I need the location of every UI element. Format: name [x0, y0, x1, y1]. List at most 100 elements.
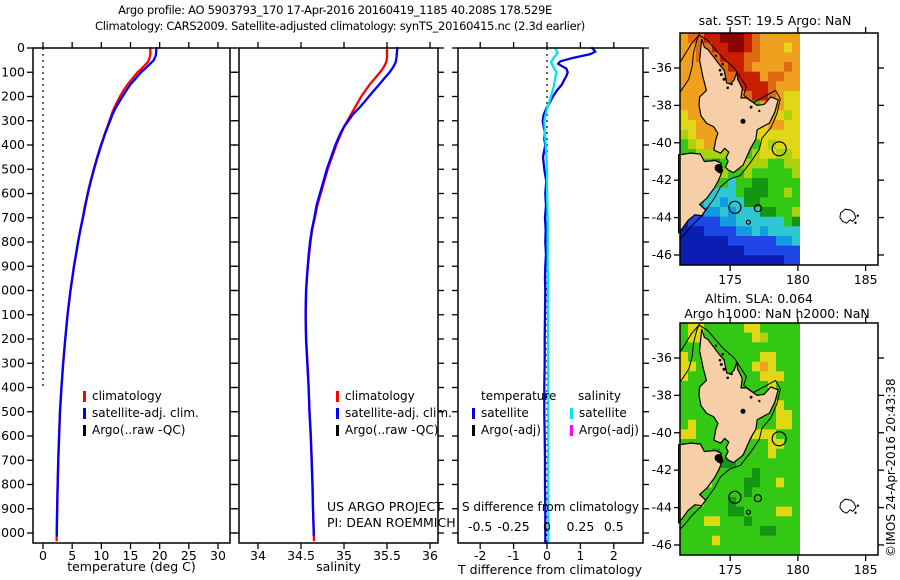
svg-text:36: 36 — [422, 548, 438, 563]
project-annotation-line1: US ARGO PROJECT — [327, 499, 443, 514]
svg-text:900: 900 — [1, 258, 25, 273]
svg-text:-36: -36 — [652, 60, 672, 75]
figure-title-line1: Argo profile: AO 5903793_170 17-Apr-2016… — [118, 3, 552, 17]
svg-text:1600: 1600 — [0, 428, 25, 443]
svg-text:0: 0 — [543, 519, 551, 534]
svg-text:35: 35 — [336, 548, 352, 563]
svg-text:-42: -42 — [652, 172, 672, 187]
difference-panel: -2 -1 0 1 2 -0.5 -0.25 0 0.25 0.5 — [452, 42, 649, 563]
svg-text:0.5: 0.5 — [604, 519, 624, 534]
svg-text:35.5: 35.5 — [373, 548, 401, 563]
salinity-panel: 34 34.5 35 35.5 36 — [233, 42, 444, 563]
svg-text:1900: 1900 — [0, 501, 25, 516]
project-annotation-line2: PI: DEAN ROEMMICH — [327, 515, 456, 530]
svg-text:1200: 1200 — [0, 331, 25, 346]
temperature-axis-label: temperature (deg C) — [67, 559, 196, 574]
t-argo-adj-swatch — [472, 424, 475, 436]
svg-text:1000: 1000 — [0, 283, 25, 298]
svg-text:100: 100 — [1, 64, 25, 79]
svg-text:20: 20 — [152, 548, 168, 563]
svg-text:500: 500 — [1, 161, 25, 176]
legend-label: Argo(-adj) — [481, 423, 541, 437]
svg-text:185: 185 — [854, 562, 878, 577]
satellite-adj-swatch — [83, 407, 86, 419]
svg-text:0: 0 — [17, 40, 25, 55]
satellite-adj-swatch — [336, 407, 339, 419]
legend-header-temperature: temperature — [481, 389, 557, 403]
legend-label: satellite-adj. clim. — [345, 406, 452, 420]
svg-text:175: 175 — [718, 272, 742, 287]
svg-text:2000: 2000 — [0, 525, 25, 540]
climatology-swatch — [83, 390, 86, 402]
t-difference-axis-label: T difference from climatology — [457, 562, 643, 577]
legend-row: Argo(..raw -QC) — [83, 423, 185, 437]
salinity-axis-label: salinity — [316, 559, 361, 574]
legend-label: satellite — [579, 406, 627, 420]
svg-text:180: 180 — [786, 272, 810, 287]
legend-row: Argo(-adj) — [570, 423, 639, 437]
legend-row: Argo(..raw -QC) — [336, 423, 438, 437]
svg-text:0: 0 — [39, 548, 47, 563]
svg-text:185: 185 — [854, 272, 878, 287]
legend-label: satellite-adj. clim. — [92, 406, 199, 420]
legend-row: satellite — [472, 406, 529, 420]
svg-text:600: 600 — [1, 186, 25, 201]
svg-text:-1: -1 — [507, 548, 519, 563]
svg-text:1800: 1800 — [0, 477, 25, 492]
svg-text:15: 15 — [123, 548, 139, 563]
legend-row: climatology — [336, 389, 415, 403]
legend-row: climatology — [83, 389, 162, 403]
svg-text:-46: -46 — [652, 537, 672, 552]
svg-text:1: 1 — [576, 548, 584, 563]
svg-text:0.25: 0.25 — [566, 519, 594, 534]
s-satellite-swatch — [570, 407, 573, 419]
legend-row: Argo(-adj) — [472, 423, 541, 437]
svg-text:800: 800 — [1, 234, 25, 249]
sst-map-title: sat. SST: 19.5 Argo: NaN — [698, 13, 852, 28]
svg-text:-44: -44 — [652, 500, 672, 515]
svg-text:1400: 1400 — [0, 380, 25, 395]
svg-text:1500: 1500 — [0, 404, 25, 419]
svg-text:34: 34 — [250, 548, 266, 563]
svg-text:34.5: 34.5 — [287, 548, 315, 563]
svg-text:1700: 1700 — [0, 452, 25, 467]
svg-text:400: 400 — [1, 137, 25, 152]
svg-text:10: 10 — [93, 548, 109, 563]
svg-text:-46: -46 — [652, 247, 672, 262]
legend-row: satellite-adj. clim. — [336, 406, 452, 420]
figure-title-line2: Climatology: CARS2009. Satellite-adjuste… — [95, 19, 585, 33]
sla-map: 175 180 185 -36 -38 -40 -42 -44 -46 — [652, 317, 884, 577]
sla-map-title-line2: Argo h1000: NaN h2000: NaN — [684, 306, 870, 321]
svg-text:-44: -44 — [652, 210, 672, 225]
legend-label: climatology — [92, 389, 162, 403]
svg-text:700: 700 — [1, 210, 25, 225]
svg-text:2: 2 — [610, 548, 618, 563]
svg-text:-2: -2 — [474, 548, 486, 563]
svg-text:-0.5: -0.5 — [468, 519, 492, 534]
s-difference-axis-label: S difference from climatology — [462, 500, 639, 514]
legend-label: satellite — [481, 406, 529, 420]
svg-text:1300: 1300 — [0, 355, 25, 370]
svg-text:-38: -38 — [652, 387, 672, 402]
svg-text:-40: -40 — [652, 425, 672, 440]
legend-row: satellite — [570, 406, 627, 420]
legend-label: climatology — [345, 389, 415, 403]
svg-text:5: 5 — [68, 548, 76, 563]
svg-text:0: 0 — [543, 548, 551, 563]
legend-label: Argo(..raw -QC) — [92, 423, 186, 437]
climatology-swatch — [336, 390, 339, 402]
argo-raw-swatch — [336, 424, 339, 436]
svg-text:-38: -38 — [652, 97, 672, 112]
argo-raw-swatch — [83, 424, 86, 436]
sst-map: 175 180 185 -36 -38 -40 -42 -44 -46 — [652, 27, 884, 287]
svg-text:-36: -36 — [652, 350, 672, 365]
svg-text:175: 175 — [718, 562, 742, 577]
imos-copyright: ©IMOS 24-Apr-2016 20:43:38 — [884, 378, 898, 557]
svg-text:30: 30 — [210, 548, 226, 563]
svg-text:1100: 1100 — [0, 307, 25, 322]
legend-header-salinity: salinity — [578, 389, 622, 403]
svg-text:25: 25 — [181, 548, 197, 563]
t-satellite-swatch — [472, 407, 475, 419]
svg-text:-42: -42 — [652, 462, 672, 477]
